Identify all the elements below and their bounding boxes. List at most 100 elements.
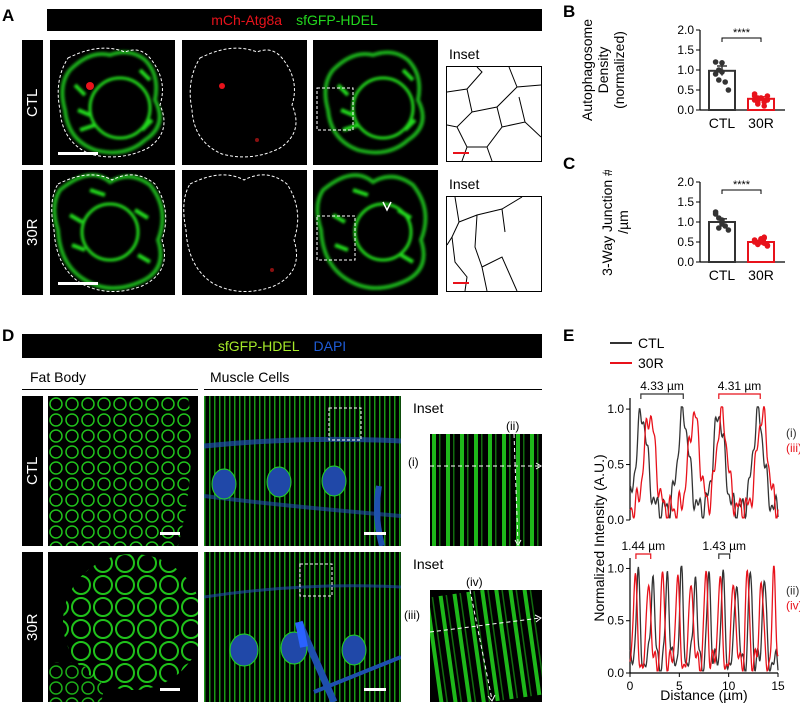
chart-e-top-annotation-bracket — [718, 393, 761, 399]
chart-b-ylabel-line: Autophagosome — [579, 19, 595, 121]
chart-b-point — [761, 99, 767, 105]
chart-b-ytick-label: 0.0 — [677, 103, 694, 117]
chart-c-ylabel: 3-Way Junction #/µm — [599, 170, 631, 276]
channel-red-label: mCh-Atg8a — [211, 12, 283, 28]
chart-e-top-ytick-label: 0.5 — [607, 458, 624, 472]
chart-e-ylabel: Normalized Intensity (A.U.) — [591, 454, 607, 621]
chart-e: CTL 30R 0.0 0.5 1.0 4.33 µm 4.31 µm (i)(iii) 0.0… — [560, 330, 800, 705]
row-label-30r-a: 30R — [22, 170, 43, 295]
micrograph-fat-30r — [48, 552, 198, 702]
chart-b-point — [722, 79, 728, 85]
chart-b-ytick-label: 0.5 — [677, 83, 694, 97]
mark-ii: (ii) — [506, 419, 520, 433]
panel-d-channel-header: sfGFP-HDEL DAPI — [22, 334, 542, 358]
micrograph-30r-merge — [50, 170, 175, 295]
chart-e-xtick-label: 0 — [627, 679, 634, 693]
chart-b-point — [755, 101, 761, 107]
legend-ctl-label: CTL — [638, 335, 665, 351]
chart-e-bottom-series-30r — [629, 565, 779, 672]
column-label-fat-body: Fat Body — [30, 369, 87, 385]
column-divider-muscle — [204, 389, 542, 390]
chart-e-top-series-ctl — [629, 406, 779, 520]
panel-e-label: E — [563, 326, 575, 345]
micrograph-muscle-30r — [204, 552, 401, 702]
inset-trace-30r — [446, 196, 542, 292]
chart-e-xtick-label: 10 — [722, 679, 736, 693]
chart-c-point — [712, 209, 719, 215]
chart-e-bottom-ytick-label: 0.0 — [607, 666, 624, 680]
chart-b-point — [764, 93, 771, 99]
micrograph-ctl-green — [313, 40, 438, 165]
inset-muscle-30r — [430, 590, 542, 702]
channel-green-label-d: sfGFP-HDEL — [217, 338, 300, 354]
row-label-30r-d: 30R — [22, 552, 43, 702]
chart-e-top-annotation-label: 4.31 µm — [718, 379, 762, 393]
micrograph-30r-red — [182, 170, 307, 295]
inset-label-30r-a: Inset — [449, 176, 480, 192]
chart-b-ytick-label: 1.0 — [677, 63, 694, 77]
chart-e-bottom-annotation-label: 1.44 µm — [622, 539, 666, 553]
micrograph-ctl-red — [182, 40, 307, 165]
chart-c-ylabel-line: /µm — [615, 210, 631, 234]
column-divider-fat — [22, 389, 198, 390]
chart-b-svg: AutophagosomeDensity(normalized) 0.0 0.5 1.… — [579, 19, 785, 131]
panel-a-label: A — [2, 6, 15, 25]
panel-c-label: C — [563, 154, 576, 173]
mark-i: (i) — [408, 455, 419, 469]
column-label-muscle: Muscle Cells — [210, 369, 290, 385]
chart-c-point — [719, 217, 725, 223]
micrograph-ctl-merge — [50, 40, 175, 165]
chart-e-xlabel: Distance (µm) — [660, 687, 747, 703]
chart-b-ytick-label: 1.5 — [677, 43, 694, 57]
chart-c-category-30R: 30R — [748, 267, 774, 283]
panel-a-channel-header: mCh-Atg8a sfGFP-HDEL — [47, 9, 542, 31]
chart-b-point — [712, 71, 719, 77]
chart-c-svg: 3-Way Junction #/µm 0.0 0.5 1.0 1.5 2.0 CTL 30R… — [599, 168, 785, 283]
micrograph-fat-ctl — [48, 396, 198, 546]
chart-e-svg: CTL 30R 0.0 0.5 1.0 4.33 µm 4.31 µm (i)(iii) 0.0… — [591, 335, 800, 703]
mark-iii: (iii) — [404, 608, 420, 622]
chart-c-point — [722, 223, 728, 229]
chart-c-ylabel-line: 3-Way Junction # — [599, 170, 615, 276]
legend-30r-label: 30R — [638, 355, 664, 371]
chart-b-category-CTL: CTL — [709, 115, 736, 131]
chart-c-point — [725, 227, 732, 233]
chart-b-point — [761, 103, 767, 109]
chart-e-bottom-annotation-bracket — [635, 553, 652, 559]
chart-b-category-30R: 30R — [748, 115, 774, 131]
chart-c-significance: **** — [733, 179, 751, 191]
chart-b-ytick-label: 2.0 — [677, 23, 694, 37]
chart-c-ytick-label: 2.0 — [677, 175, 694, 189]
micrograph-30r-green — [313, 170, 438, 295]
chart-b-point — [751, 91, 758, 97]
chart-e-bottom-series-ctl — [629, 565, 779, 672]
chart-b-significance-bracket — [721, 37, 762, 42]
chart-c-category-CTL: CTL — [709, 267, 736, 283]
chart-b-ylabel-line: Density — [595, 47, 611, 94]
chart-b-point — [719, 60, 725, 66]
inset-muscle-ctl — [430, 434, 542, 546]
chart-c-ytick-label: 1.5 — [677, 195, 694, 209]
chart-c-point — [716, 225, 722, 231]
channel-green-label: sfGFP-HDEL — [296, 12, 378, 28]
chart-e-xtick-label: 5 — [676, 679, 683, 693]
chart-e-top-annotation-label: 4.33 µm — [640, 379, 684, 393]
channel-blue-label-d: DAPI — [313, 338, 347, 354]
chart-e-xtick-label: 15 — [771, 679, 785, 693]
chart-e-top-label-30r: (iii) — [786, 441, 800, 455]
mark-iv: (iv) — [466, 575, 483, 589]
chart-c-ytick-label: 0.5 — [677, 235, 694, 249]
chart-b-point — [755, 95, 761, 101]
chart-b-point — [719, 69, 725, 75]
chart-c-ytick-label: 1.0 — [677, 215, 694, 229]
chart-e-bottom-annotation-bracket — [718, 553, 731, 559]
panel-b-label: B — [563, 2, 576, 21]
chart-e-top-series-30r — [629, 406, 779, 519]
chart-c-bar-CTL — [708, 221, 736, 263]
chart-e-bottom-annotation-label: 1.43 µm — [702, 539, 746, 553]
row-label-ctl-a: CTL — [22, 40, 43, 165]
chart-c-ytick-label: 0.0 — [677, 255, 694, 269]
chart-b-point — [725, 87, 732, 93]
chart-c-point — [758, 236, 764, 243]
chart-b-point — [716, 77, 722, 83]
